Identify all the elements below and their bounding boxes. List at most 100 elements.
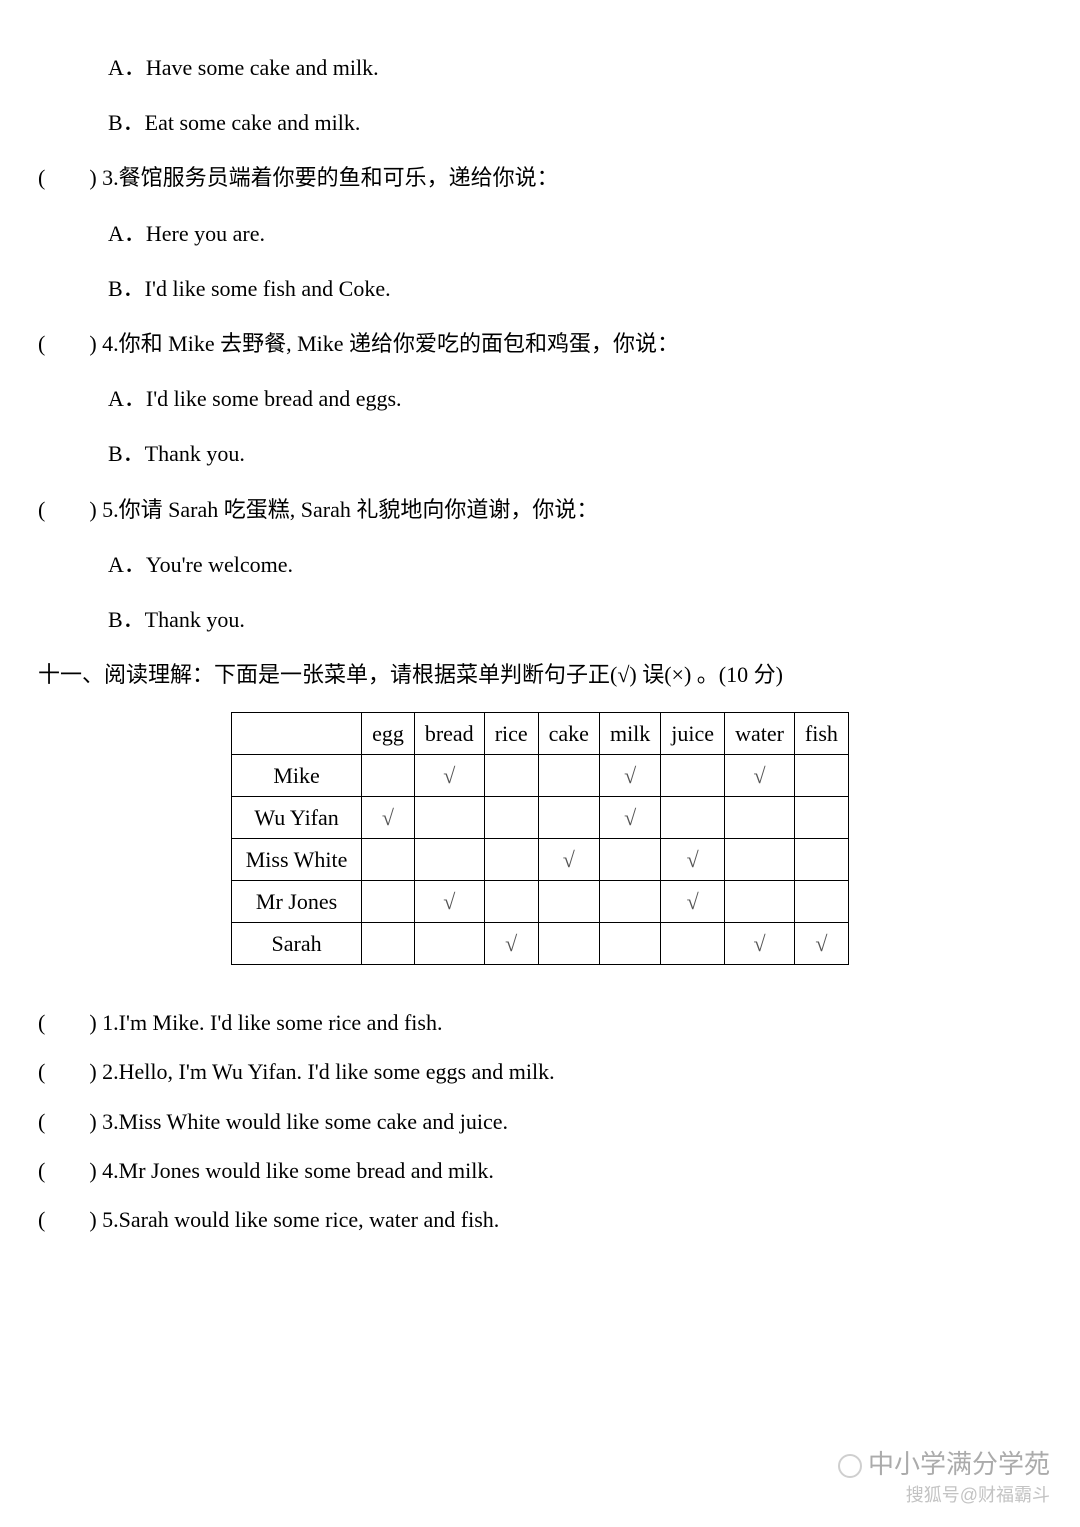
table-header-cake: cake xyxy=(538,713,599,755)
tf-text: ( ) 4.Mr Jones would like some bread and… xyxy=(38,1158,494,1183)
option-text: B．Eat some cake and milk. xyxy=(108,110,360,135)
prev-option-b: B．Eat some cake and milk. xyxy=(108,105,1042,140)
watermark-icon xyxy=(838,1454,862,1478)
table-cell xyxy=(794,797,848,839)
check-icon: √ xyxy=(443,763,455,788)
row-name: Miss White xyxy=(232,839,362,881)
check-icon: √ xyxy=(563,847,575,872)
prev-option-a: A．Have some cake and milk. xyxy=(108,50,1042,85)
table-cell: √ xyxy=(414,755,484,797)
menu-table: egg bread rice cake milk juice water fis… xyxy=(231,712,849,965)
option-text: A．You're welcome. xyxy=(108,552,293,577)
table-cell xyxy=(414,923,484,965)
question-text: ( ) 4.你和 Mike 去野餐, Mike 递给你爱吃的面包和鸡蛋，你说： xyxy=(38,331,679,356)
table-cell xyxy=(414,797,484,839)
check-icon: √ xyxy=(624,805,636,830)
row-name: Mr Jones xyxy=(232,881,362,923)
table-cell: √ xyxy=(661,881,725,923)
table-header-water: water xyxy=(725,713,795,755)
table-row: Miss White √ √ xyxy=(232,839,849,881)
tf-text: ( ) 3.Miss White would like some cake an… xyxy=(38,1109,508,1134)
table-row: Mike √ √ √ xyxy=(232,755,849,797)
option-text: B．Thank you. xyxy=(108,441,245,466)
table-cell xyxy=(599,881,660,923)
table-cell xyxy=(661,755,725,797)
table-header-bread: bread xyxy=(414,713,484,755)
table-cell: √ xyxy=(794,923,848,965)
section-11-title: 十一、阅读理解：下面是一张菜单，请根据菜单判断句子正(√) 误(×) 。(10 … xyxy=(38,657,1042,692)
option-text: B．Thank you. xyxy=(108,607,245,632)
tf-text: ( ) 2.Hello, I'm Wu Yifan. I'd like some… xyxy=(38,1059,555,1084)
option-text: A．Here you are. xyxy=(108,221,265,246)
table-cell xyxy=(725,839,795,881)
table-header-egg: egg xyxy=(362,713,415,755)
check-icon: √ xyxy=(687,889,699,914)
check-icon: √ xyxy=(687,847,699,872)
table-cell xyxy=(362,839,415,881)
question-5: ( ) 5.你请 Sarah 吃蛋糕, Sarah 礼貌地向你道谢，你说： xyxy=(38,492,1042,527)
table-cell xyxy=(538,881,599,923)
table-cell: √ xyxy=(725,755,795,797)
watermark-main: 中小学满分学苑 xyxy=(838,1444,1050,1481)
table-cell xyxy=(538,923,599,965)
table-cell xyxy=(414,839,484,881)
q4-option-b: B．Thank you. xyxy=(108,436,1042,471)
check-icon: √ xyxy=(382,805,394,830)
table-cell: √ xyxy=(484,923,538,965)
table-header-milk: milk xyxy=(599,713,660,755)
check-icon: √ xyxy=(753,931,765,956)
question-text: ( ) 5.你请 Sarah 吃蛋糕, Sarah 礼貌地向你道谢，你说： xyxy=(38,497,598,522)
table-cell xyxy=(538,755,599,797)
watermark-sub: 搜狐号@财福霸斗 xyxy=(838,1481,1050,1507)
option-text: A．Have some cake and milk. xyxy=(108,55,379,80)
row-name: Mike xyxy=(232,755,362,797)
q3-option-b: B．I'd like some fish and Coke. xyxy=(108,271,1042,306)
table-header-row: egg bread rice cake milk juice water fis… xyxy=(232,713,849,755)
section-title-text: 十一、阅读理解：下面是一张菜单，请根据菜单判断句子正(√) 误(×) 。(10 … xyxy=(38,662,783,687)
row-name: Sarah xyxy=(232,923,362,965)
table-cell xyxy=(362,923,415,965)
check-icon: √ xyxy=(624,763,636,788)
tf-question-2: ( ) 2.Hello, I'm Wu Yifan. I'd like some… xyxy=(38,1054,1042,1089)
table-header-fish: fish xyxy=(794,713,848,755)
check-icon: √ xyxy=(815,931,827,956)
option-text: A．I'd like some bread and eggs. xyxy=(108,386,402,411)
q5-option-b: B．Thank you. xyxy=(108,602,1042,637)
table-row: Sarah √ √ √ xyxy=(232,923,849,965)
table-cell xyxy=(794,755,848,797)
tf-question-1: ( ) 1.I'm Mike. I'd like some rice and f… xyxy=(38,1005,1042,1040)
table-body: Mike√√√Wu Yifan√√Miss White√√Mr Jones√√S… xyxy=(232,755,849,965)
option-text: B．I'd like some fish and Coke. xyxy=(108,276,391,301)
table-cell xyxy=(661,923,725,965)
table-cell xyxy=(484,839,538,881)
table-header-blank xyxy=(232,713,362,755)
question-text: ( ) 3.餐馆服务员端着你要的鱼和可乐，递给你说： xyxy=(38,165,559,190)
tf-text: ( ) 5.Sarah would like some rice, water … xyxy=(38,1207,499,1232)
table-cell xyxy=(362,881,415,923)
table-header-juice: juice xyxy=(661,713,725,755)
table-cell xyxy=(484,797,538,839)
check-icon: √ xyxy=(443,889,455,914)
table-cell xyxy=(725,881,795,923)
table-cell xyxy=(362,755,415,797)
tf-question-5: ( ) 5.Sarah would like some rice, water … xyxy=(38,1202,1042,1237)
table-cell xyxy=(661,797,725,839)
question-4: ( ) 4.你和 Mike 去野餐, Mike 递给你爱吃的面包和鸡蛋，你说： xyxy=(38,326,1042,361)
table-cell: √ xyxy=(414,881,484,923)
table-cell: √ xyxy=(599,755,660,797)
table-row: Mr Jones √ √ xyxy=(232,881,849,923)
table-cell xyxy=(725,797,795,839)
watermark: 中小学满分学苑 搜狐号@财福霸斗 xyxy=(838,1444,1050,1507)
row-name: Wu Yifan xyxy=(232,797,362,839)
table-cell: √ xyxy=(661,839,725,881)
q5-option-a: A．You're welcome. xyxy=(108,547,1042,582)
table-header-rice: rice xyxy=(484,713,538,755)
tf-text: ( ) 1.I'm Mike. I'd like some rice and f… xyxy=(38,1010,442,1035)
table-cell: √ xyxy=(538,839,599,881)
tf-question-3: ( ) 3.Miss White would like some cake an… xyxy=(38,1104,1042,1139)
table-cell xyxy=(484,881,538,923)
table-cell xyxy=(599,923,660,965)
table-row: Wu Yifan √ √ xyxy=(232,797,849,839)
check-icon: √ xyxy=(505,931,517,956)
watermark-main-text: 中小学满分学苑 xyxy=(868,1449,1050,1479)
